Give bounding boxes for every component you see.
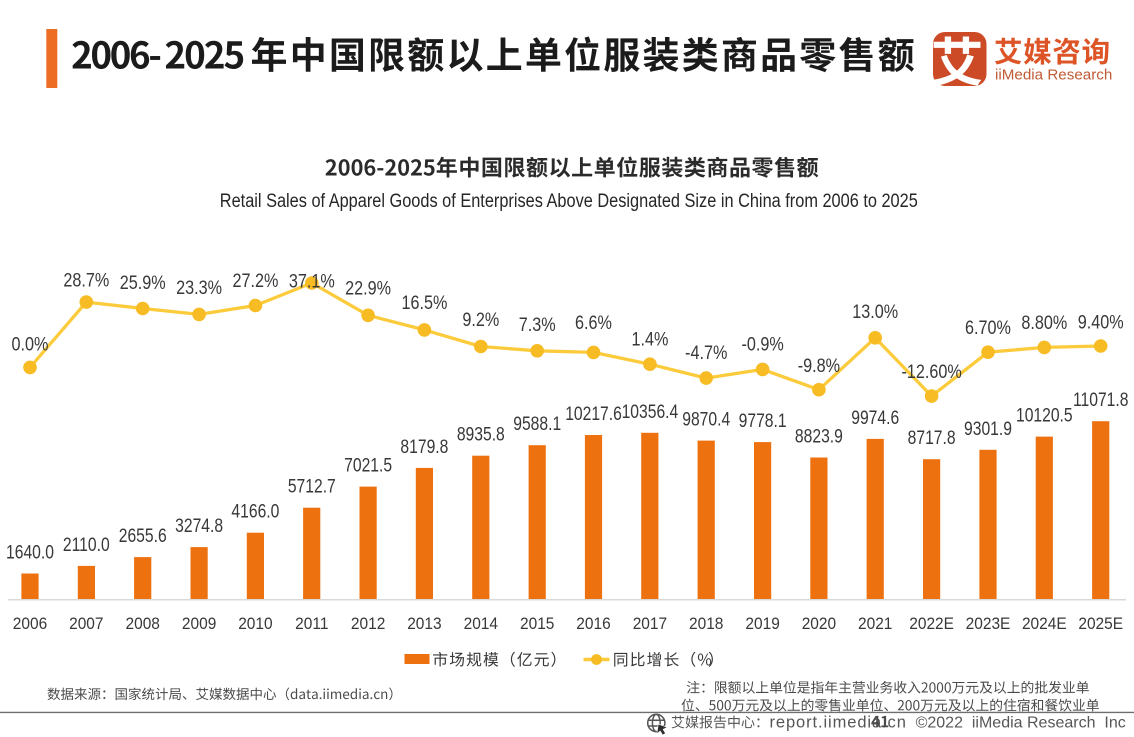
svg-text:2014: 2014 bbox=[464, 616, 499, 633]
svg-text:0.0%: 0.0% bbox=[12, 333, 49, 355]
svg-text:2011: 2011 bbox=[295, 616, 328, 633]
svg-text:7.3%: 7.3% bbox=[519, 313, 556, 335]
svg-text:3274.8: 3274.8 bbox=[175, 514, 223, 536]
svg-text:1640.0: 1640.0 bbox=[6, 541, 54, 563]
svg-text:9301.9: 9301.9 bbox=[964, 417, 1012, 439]
svg-text:9870.4: 9870.4 bbox=[682, 408, 730, 430]
svg-text:4166.0: 4166.0 bbox=[231, 500, 279, 522]
svg-text:2110.0: 2110.0 bbox=[63, 533, 110, 555]
svg-text:©2022 iiMedia Research Inc: ©2022 iiMedia Research Inc bbox=[916, 714, 1126, 731]
svg-text:11071.8: 11071.8 bbox=[1073, 389, 1129, 411]
svg-text:2023E: 2023E bbox=[966, 616, 1011, 633]
svg-text:7021.5: 7021.5 bbox=[344, 454, 392, 476]
svg-text:2025E: 2025E bbox=[1078, 616, 1123, 633]
svg-text:2013: 2013 bbox=[407, 616, 442, 633]
svg-text:22.9%: 22.9% bbox=[345, 277, 391, 299]
svg-text:2020: 2020 bbox=[802, 616, 837, 633]
svg-text:28.7%: 28.7% bbox=[63, 269, 109, 291]
svg-text:16.5%: 16.5% bbox=[401, 292, 447, 314]
svg-text:-0.9%: -0.9% bbox=[741, 333, 783, 355]
svg-text:2021: 2021 bbox=[858, 616, 893, 633]
svg-text:9778.1: 9778.1 bbox=[739, 409, 787, 431]
svg-text:2016: 2016 bbox=[576, 616, 611, 633]
svg-text:9974.6: 9974.6 bbox=[851, 406, 899, 428]
svg-text:8179.8: 8179.8 bbox=[400, 435, 448, 457]
svg-text:2015: 2015 bbox=[520, 616, 555, 633]
svg-text:25.9%: 25.9% bbox=[120, 272, 166, 294]
svg-text:37.1%: 37.1% bbox=[289, 270, 335, 292]
svg-text:6.6%: 6.6% bbox=[575, 312, 612, 334]
svg-text:2008: 2008 bbox=[125, 616, 160, 633]
svg-text:9.40%: 9.40% bbox=[1078, 311, 1124, 333]
svg-text:report.iimedia.cn: report.iimedia.cn bbox=[770, 713, 907, 731]
svg-text:iiMedia Research: iiMedia Research bbox=[995, 67, 1112, 84]
svg-text:27.2%: 27.2% bbox=[232, 270, 278, 292]
svg-text:2017: 2017 bbox=[633, 616, 668, 633]
svg-text:-9.8%: -9.8% bbox=[798, 354, 840, 376]
svg-text:8823.9: 8823.9 bbox=[795, 425, 843, 447]
svg-text:-4.7%: -4.7% bbox=[685, 341, 727, 363]
svg-text:23.3%: 23.3% bbox=[176, 276, 222, 298]
svg-text:6.70%: 6.70% bbox=[965, 316, 1011, 338]
svg-text:10217.6: 10217.6 bbox=[565, 402, 622, 424]
svg-text:Retail Sales of Apparel Goods: Retail Sales of Apparel Goods of Enterpr… bbox=[220, 191, 918, 212]
svg-text:2018: 2018 bbox=[689, 616, 724, 633]
svg-text:2006: 2006 bbox=[13, 616, 48, 633]
svg-text:10356.4: 10356.4 bbox=[622, 400, 679, 422]
svg-text:2007: 2007 bbox=[69, 616, 104, 633]
svg-text:8.80%: 8.80% bbox=[1021, 312, 1067, 334]
svg-text:2010: 2010 bbox=[238, 616, 273, 633]
svg-text:2012: 2012 bbox=[351, 616, 386, 633]
svg-text:13.0%: 13.0% bbox=[852, 301, 898, 323]
svg-text:2655.6: 2655.6 bbox=[119, 524, 167, 546]
svg-text:5712.7: 5712.7 bbox=[288, 475, 336, 497]
svg-text:-12.60%: -12.60% bbox=[901, 360, 961, 382]
svg-text:10120.5: 10120.5 bbox=[1016, 404, 1073, 426]
svg-text:8717.8: 8717.8 bbox=[908, 427, 956, 449]
svg-text:2022E: 2022E bbox=[909, 616, 954, 633]
svg-text:2009: 2009 bbox=[182, 616, 217, 633]
svg-text:9.2%: 9.2% bbox=[462, 308, 499, 330]
svg-text:2024E: 2024E bbox=[1022, 616, 1067, 633]
svg-text:8935.8: 8935.8 bbox=[457, 423, 505, 445]
svg-text:2019: 2019 bbox=[745, 616, 780, 633]
svg-text:1.4%: 1.4% bbox=[631, 328, 668, 350]
svg-text:9588.1: 9588.1 bbox=[513, 413, 561, 435]
